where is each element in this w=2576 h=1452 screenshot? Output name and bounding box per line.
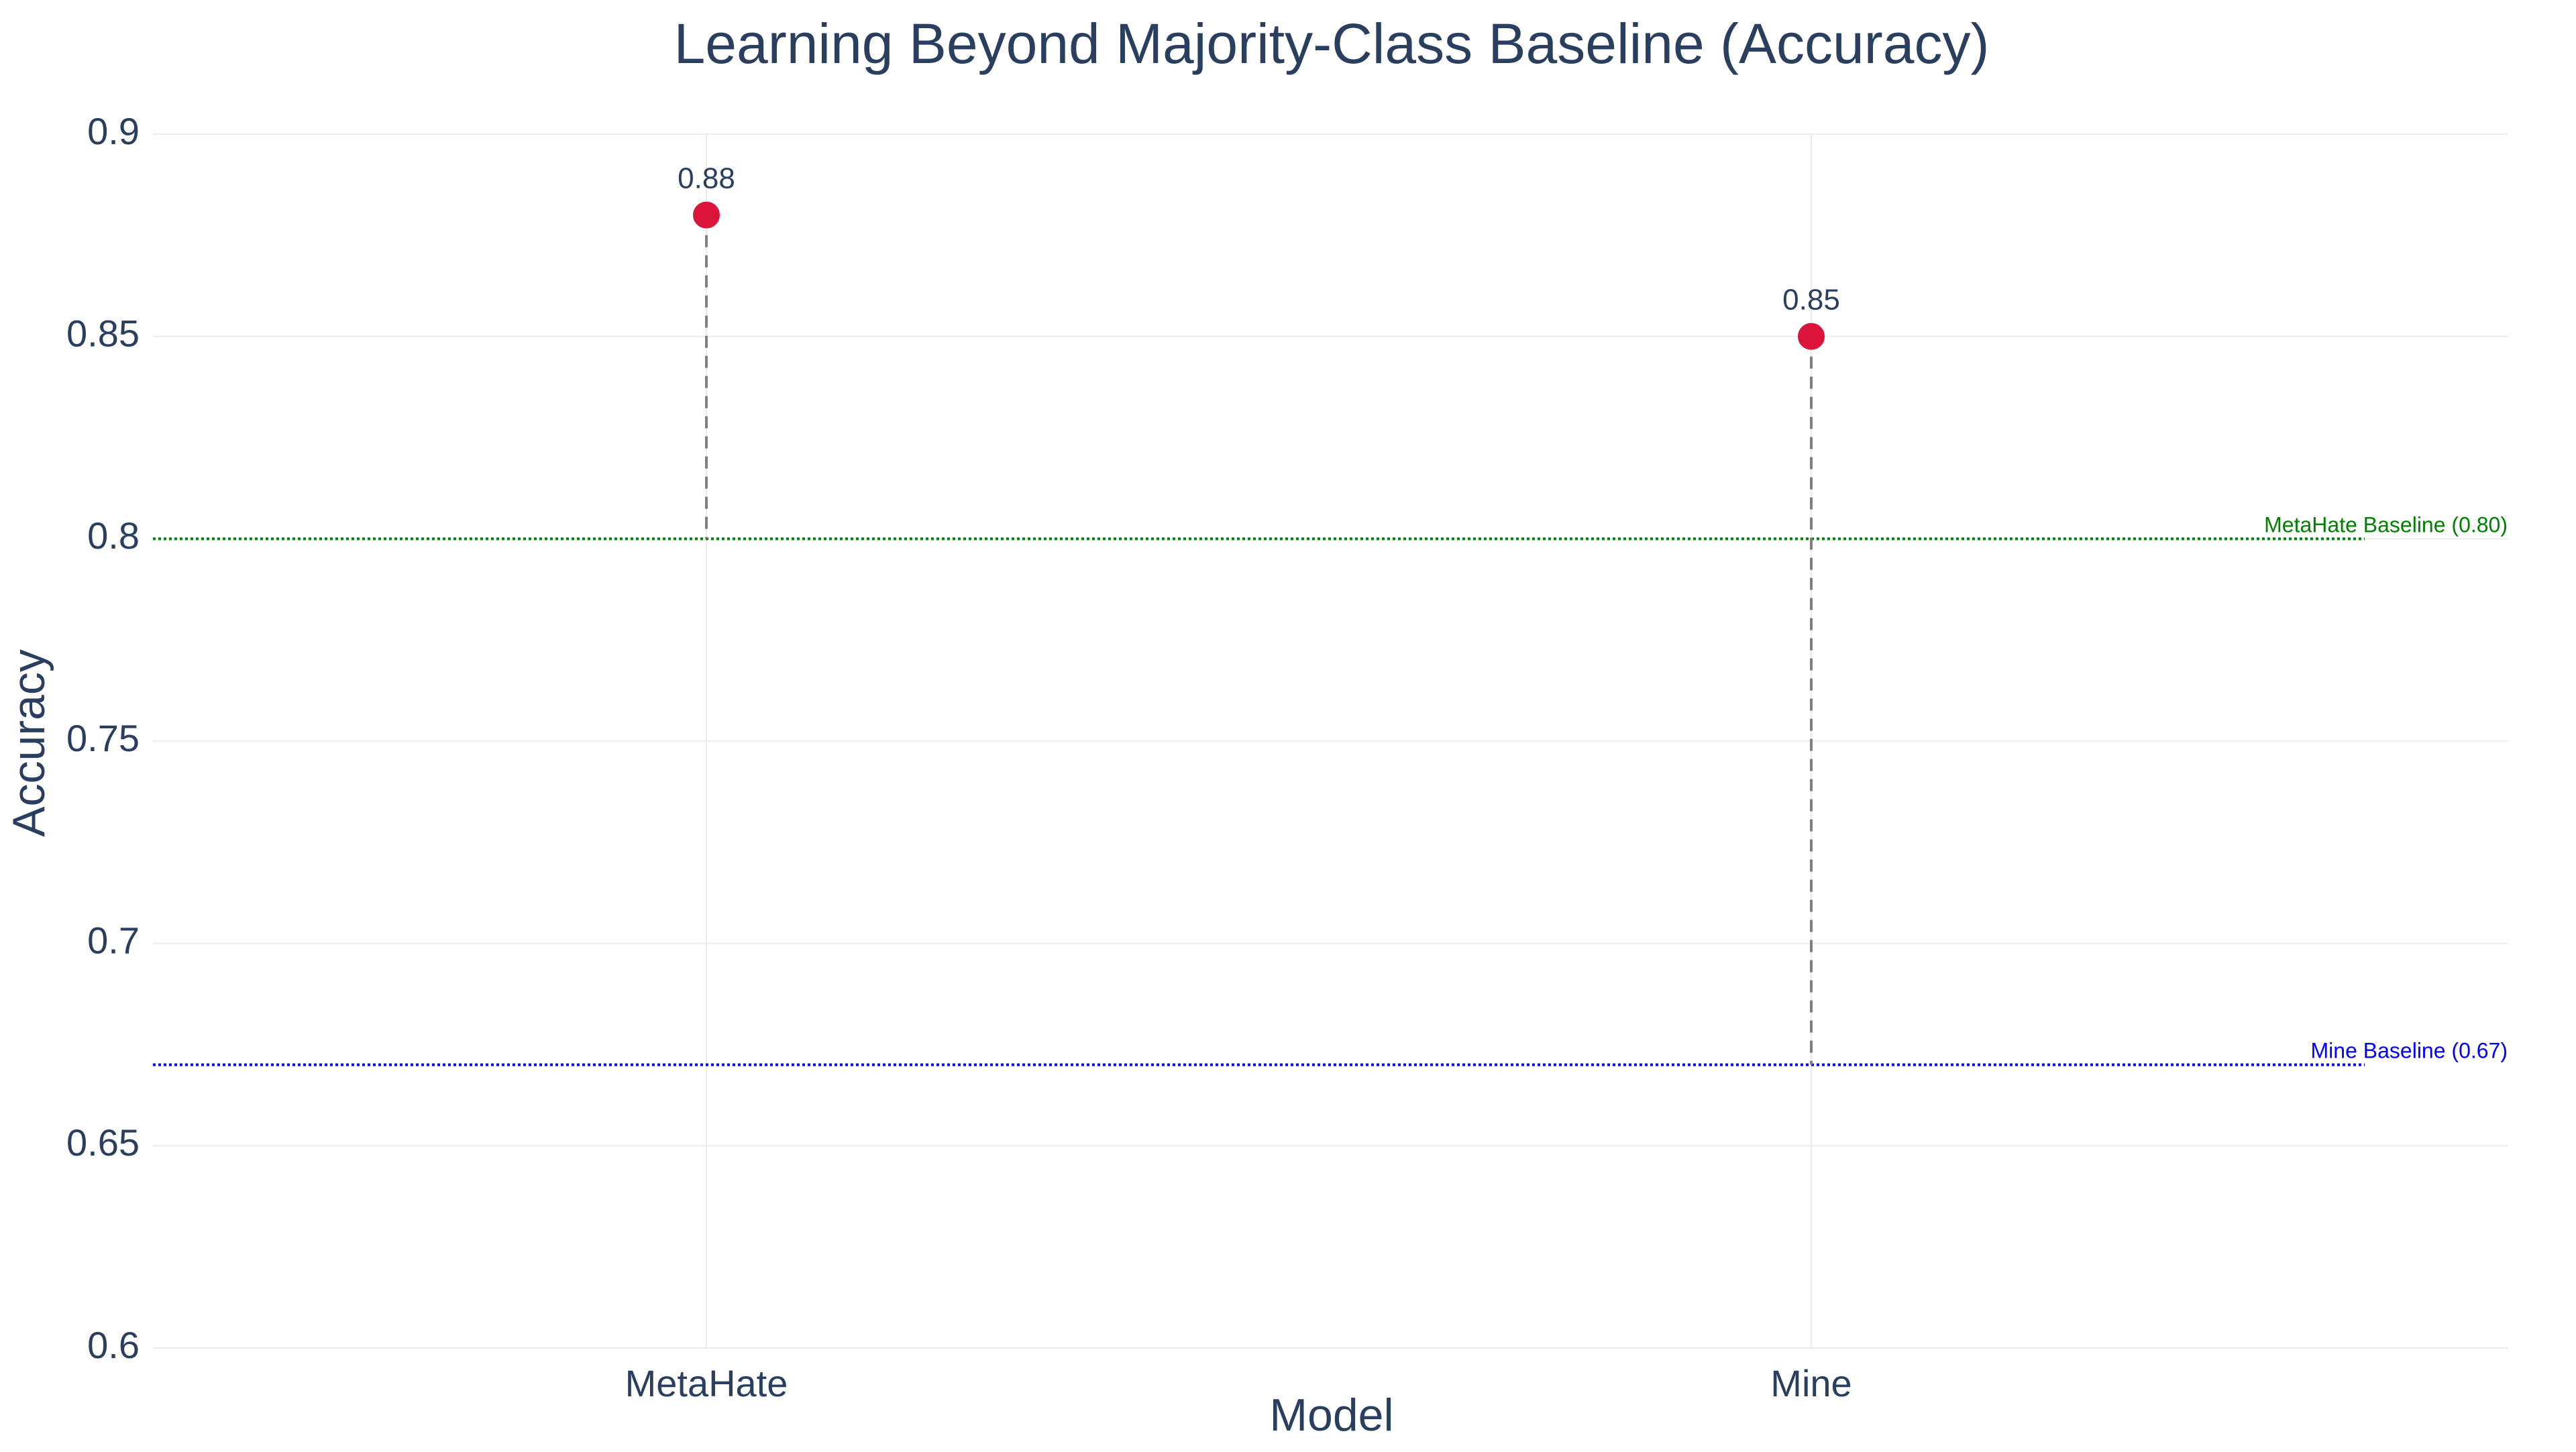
marker-layer: 0.88 0.85 — [678, 162, 1840, 350]
baseline-layer: MetaHate Baseline (0.80) Mine Baseline (0… — [153, 512, 2508, 1066]
grid-layer — [153, 133, 2508, 1349]
data-label: 0.88 — [678, 162, 735, 195]
baseline-label: Mine Baseline (0.67) — [2311, 1039, 2508, 1063]
y-tick-label: 0.75 — [66, 717, 140, 759]
y-tick-label: 0.7 — [87, 919, 140, 961]
y-tick-label: 0.65 — [66, 1121, 140, 1164]
x-tick-labels: MetaHate Mine — [625, 1362, 1852, 1404]
x-axis-title: Model — [1269, 1390, 1393, 1441]
x-tick-label: Mine — [1770, 1362, 1851, 1404]
y-tick-labels: 0.6 0.65 0.7 0.75 0.8 0.85 0.9 — [66, 110, 140, 1366]
data-label: 0.85 — [1782, 284, 1840, 317]
x-tick-label: MetaHate — [625, 1362, 788, 1404]
stem-layer — [705, 215, 1813, 1065]
y-axis-title: Accuracy — [3, 649, 54, 837]
chart-title: Learning Beyond Majority-Class Baseline … — [674, 12, 1990, 75]
y-tick-label: 0.85 — [66, 312, 140, 354]
data-point — [1798, 323, 1825, 350]
y-tick-label: 0.9 — [87, 110, 140, 152]
y-tick-label: 0.8 — [87, 514, 140, 557]
baseline-label: MetaHate Baseline (0.80) — [2264, 512, 2508, 537]
y-tick-label: 0.6 — [87, 1324, 140, 1366]
data-point — [693, 201, 720, 229]
